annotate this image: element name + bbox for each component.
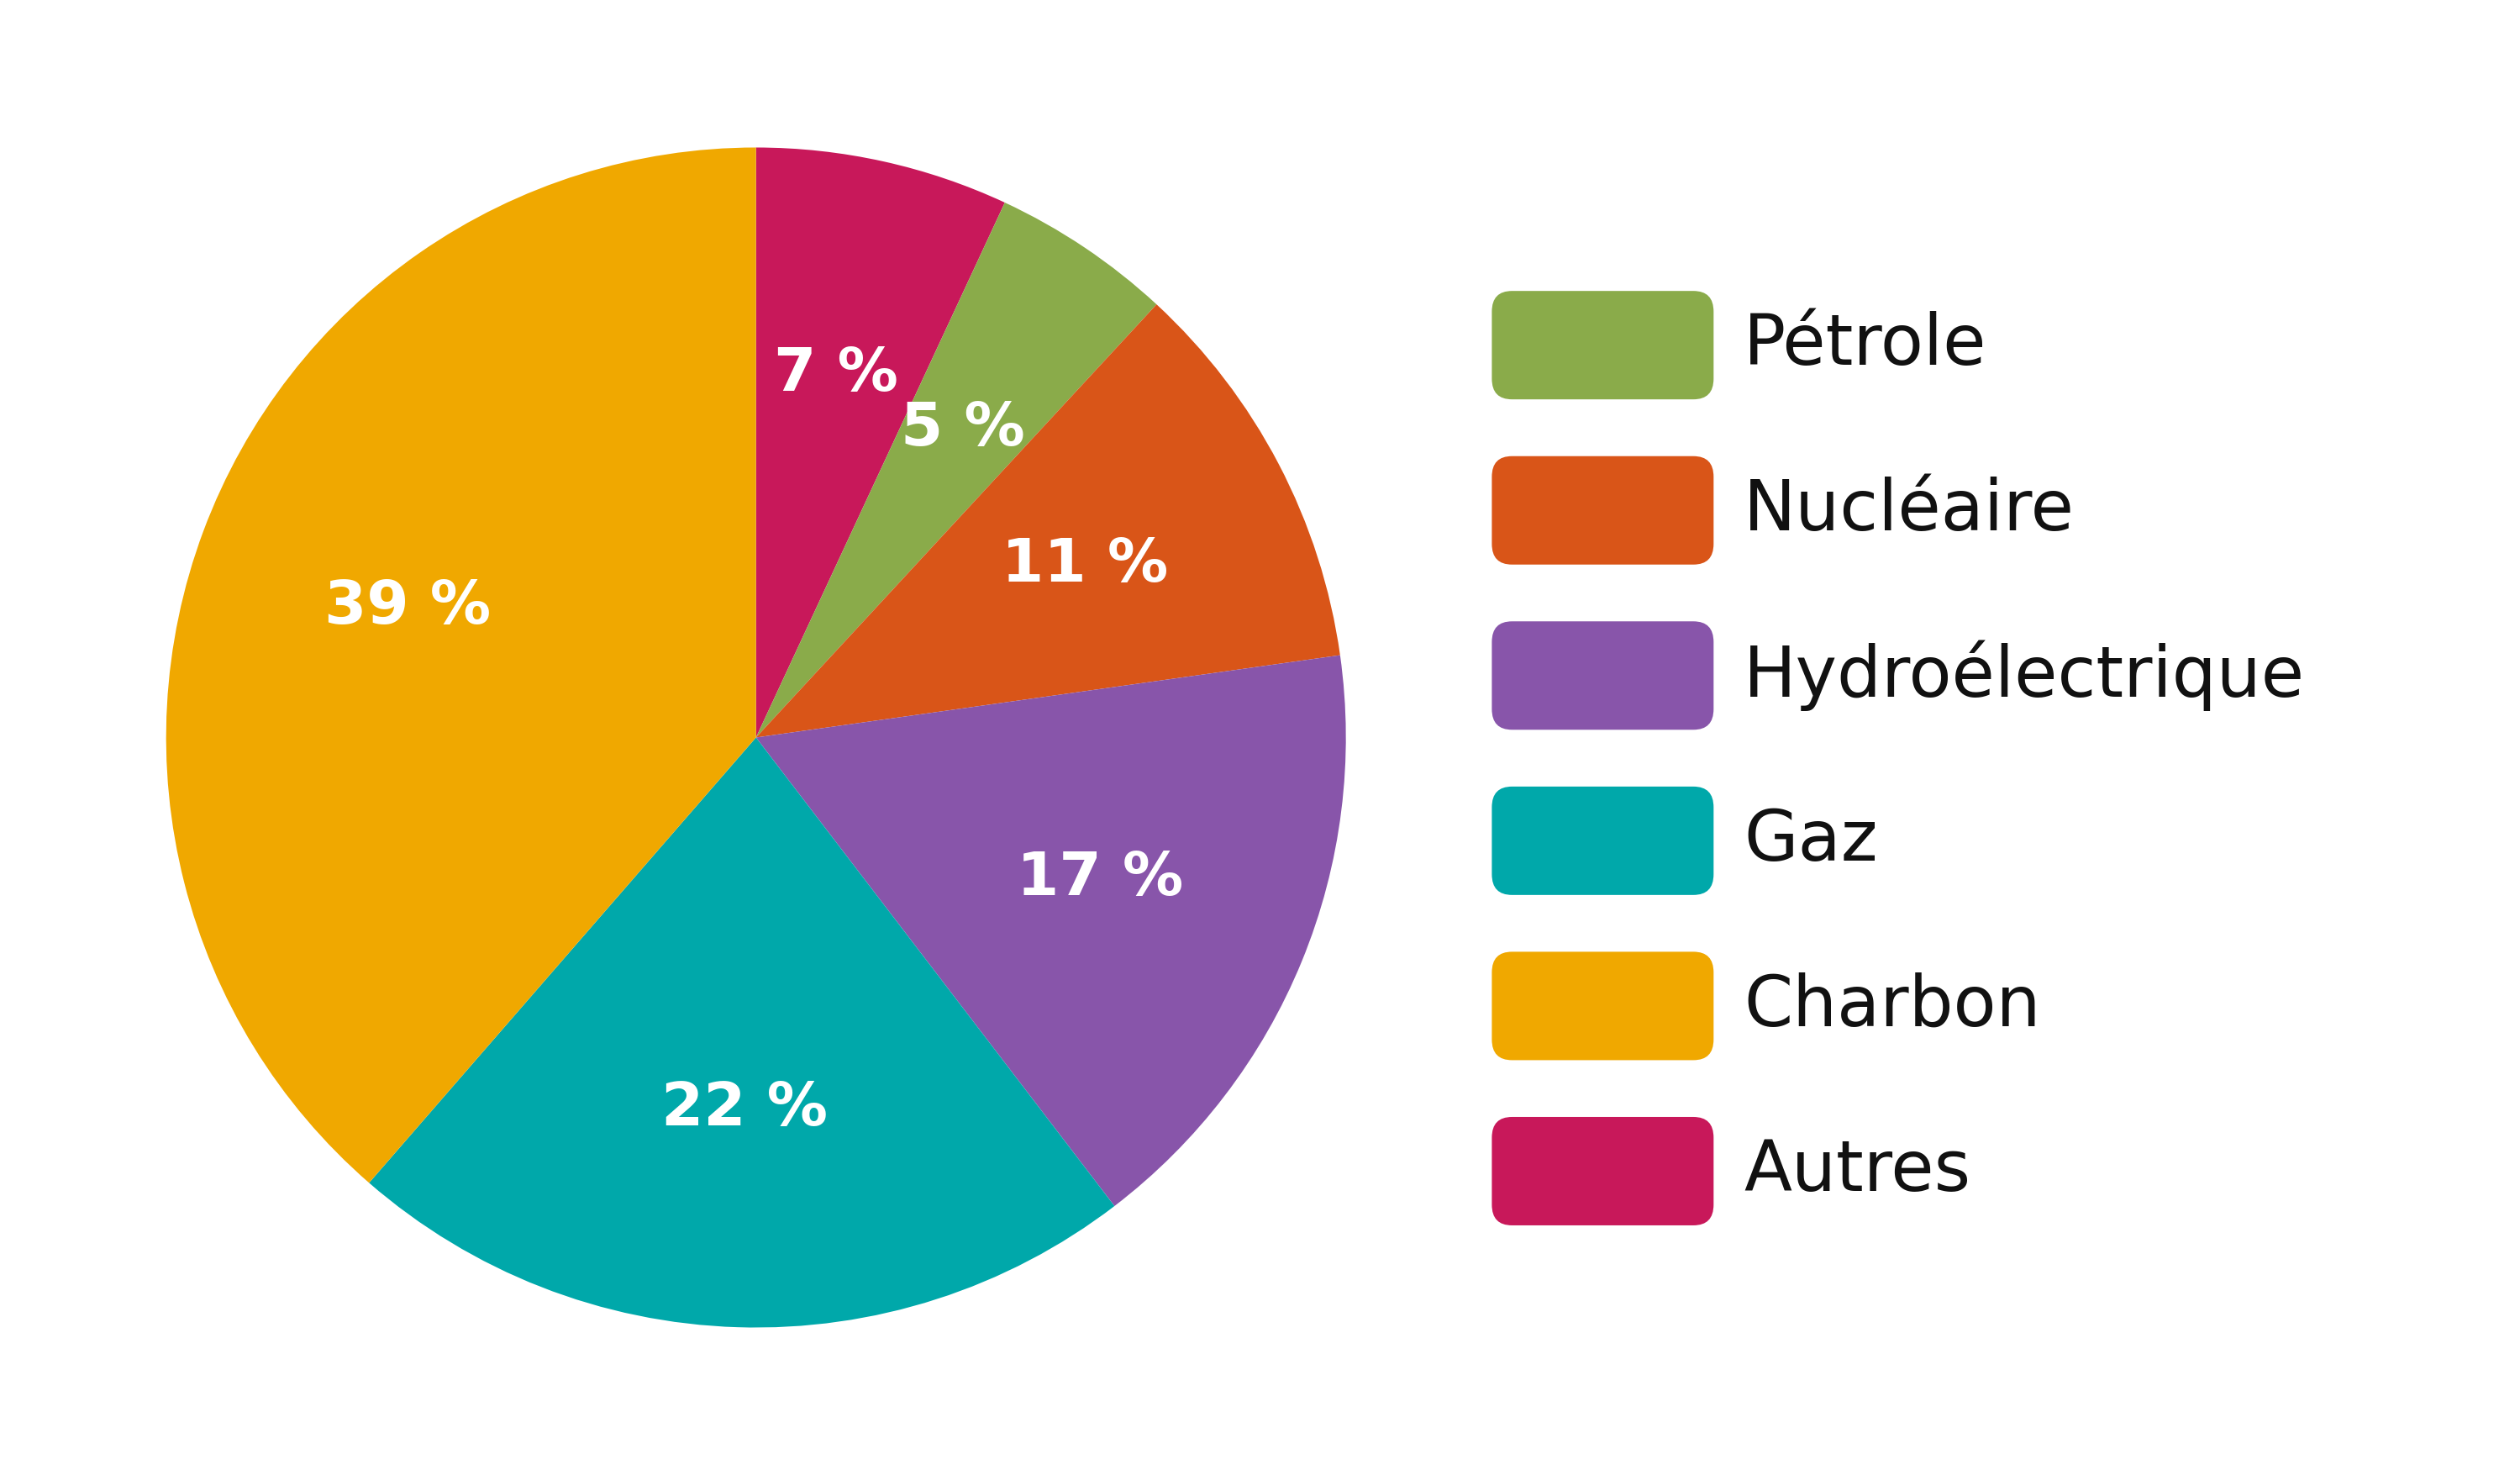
- Text: 11 %: 11 %: [1003, 535, 1169, 594]
- Wedge shape: [166, 148, 756, 1183]
- Text: Charbon: Charbon: [1744, 972, 2041, 1040]
- Text: Gaz: Gaz: [1744, 807, 1877, 875]
- FancyBboxPatch shape: [1492, 621, 1714, 730]
- FancyBboxPatch shape: [1492, 1117, 1714, 1226]
- Text: 17 %: 17 %: [1016, 850, 1184, 907]
- Wedge shape: [756, 148, 1005, 738]
- Text: 5 %: 5 %: [902, 400, 1026, 457]
- Text: Autres: Autres: [1744, 1137, 1971, 1205]
- FancyBboxPatch shape: [1492, 456, 1714, 565]
- Text: 39 %: 39 %: [325, 578, 491, 636]
- Text: 7 %: 7 %: [774, 345, 900, 404]
- Text: 22 %: 22 %: [660, 1080, 827, 1139]
- Text: Nucléaire: Nucléaire: [1744, 476, 2074, 544]
- FancyBboxPatch shape: [1492, 951, 1714, 1061]
- Wedge shape: [756, 655, 1346, 1207]
- Text: Pétrole: Pétrole: [1744, 311, 1988, 379]
- Text: Hydroélectrique: Hydroélectrique: [1744, 640, 2306, 711]
- Wedge shape: [756, 202, 1157, 738]
- FancyBboxPatch shape: [1492, 786, 1714, 895]
- Wedge shape: [756, 304, 1341, 738]
- Wedge shape: [368, 738, 1114, 1328]
- FancyBboxPatch shape: [1492, 291, 1714, 400]
